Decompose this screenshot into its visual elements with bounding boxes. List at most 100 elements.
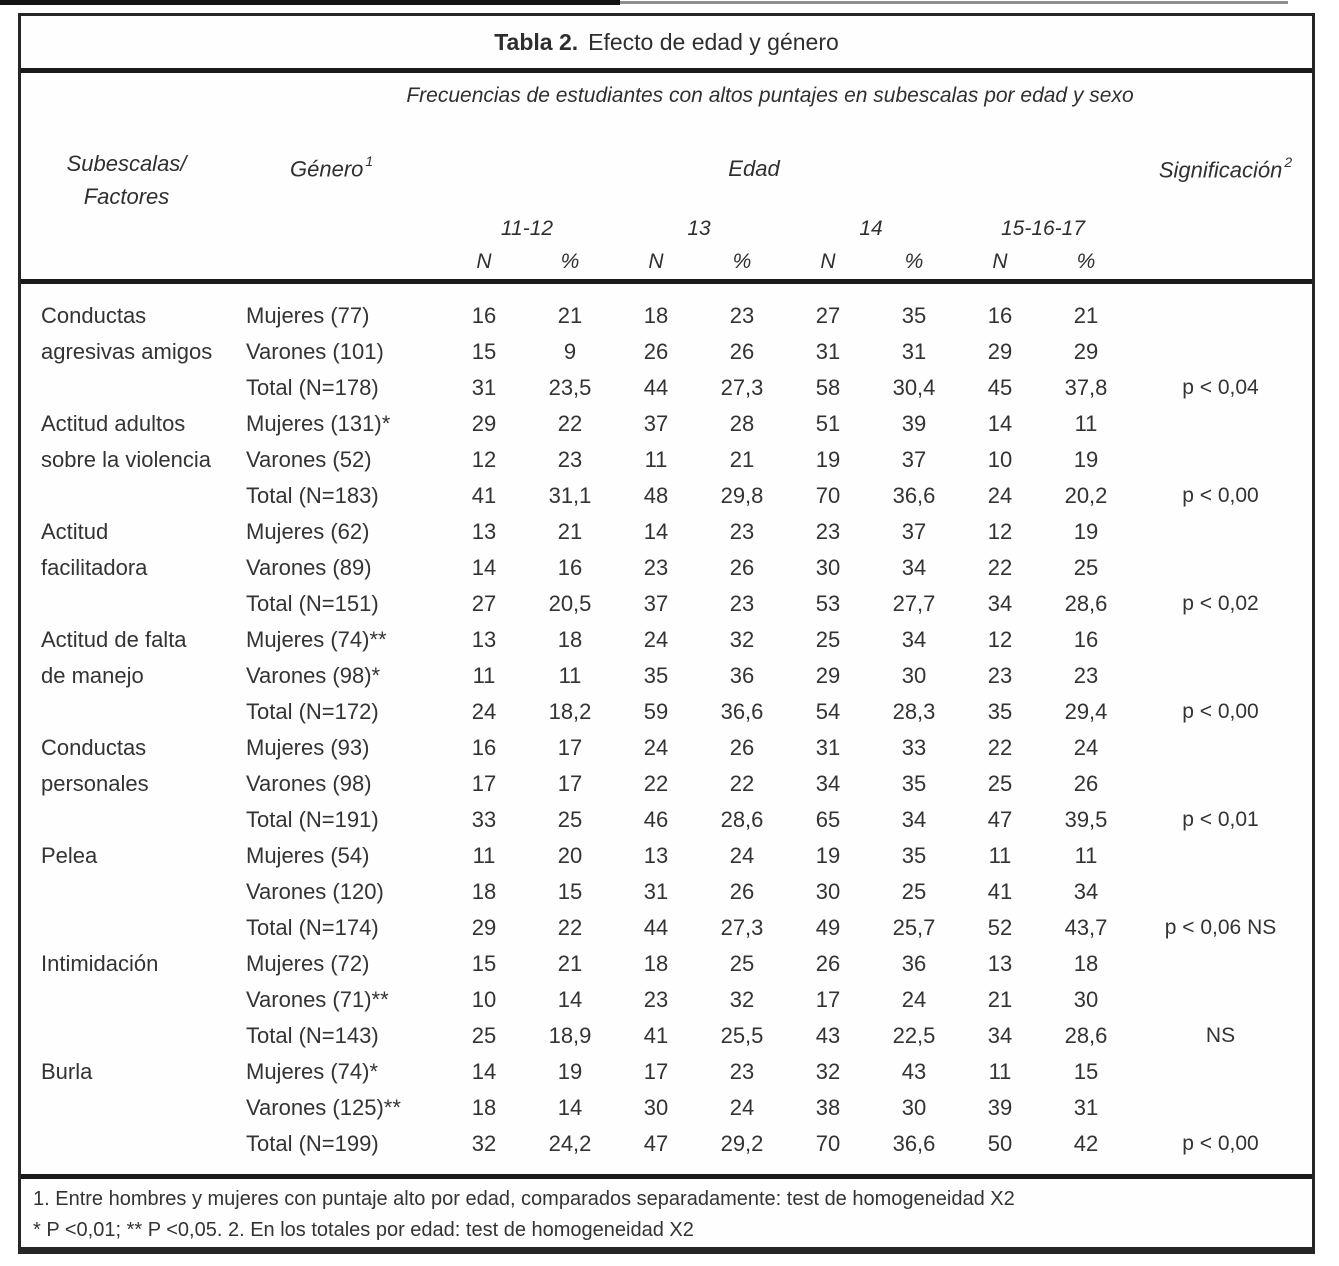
value-cell: 22 (987, 735, 1013, 760)
significance-cell (1129, 334, 1312, 370)
value-cell: 43 (901, 1059, 927, 1084)
value-cell: 11 (988, 843, 1012, 868)
table-row: Total (N=172) 24 18,2 59 36,6 54 28,3 35 29,4 p <… (21, 694, 1312, 730)
value-cell: 30 (815, 555, 841, 580)
significance-cell: p < 0,01 (1182, 808, 1259, 831)
table-row: Varones (120) 18 15 31 26 30 25 41 34 (21, 874, 1312, 910)
n-column-header: N (992, 250, 1008, 273)
value-cell: 22,5 (892, 1023, 936, 1048)
column-header-gender-label: Género (290, 156, 364, 182)
age-group-label: 15-16-17 (1000, 217, 1086, 240)
value-cell: 39 (987, 1095, 1013, 1120)
table-row: Pelea Mujeres (54) 11 20 13 24 19 35 11 11 (21, 838, 1312, 874)
value-cell: 30 (901, 1095, 927, 1120)
value-cell: 26 (1073, 771, 1099, 796)
significance-cell: p < 0,00 (1182, 1132, 1259, 1155)
value-cell: 35 (901, 843, 927, 868)
significance-cell (1129, 730, 1312, 766)
value-cell: 48 (643, 483, 669, 508)
value-cell: 35 (901, 771, 927, 796)
value-cell: 25 (901, 879, 927, 904)
table-row: Actitud Mujeres (62) 13 21 14 23 23 37 12 19 (21, 514, 1312, 550)
value-cell: 13 (471, 627, 497, 652)
footnote-2: * P <0,01; ** P <0,05. 2. En los totales… (33, 1219, 694, 1241)
value-cell: 20,2 (1064, 483, 1108, 508)
value-cell: 19 (815, 843, 841, 868)
value-cell: 24 (987, 483, 1013, 508)
value-cell: 17 (471, 771, 497, 796)
value-cell: 25,7 (892, 915, 936, 940)
value-cell: 26 (815, 951, 841, 976)
value-cell: 15 (1073, 1059, 1099, 1084)
significance-cell (1129, 406, 1312, 442)
table-row: Total (N=191) 33 25 46 28,6 65 34 47 39,5 p < 0,0… (21, 802, 1312, 838)
value-cell: 36,6 (892, 1131, 936, 1156)
value-cell: 24 (643, 735, 669, 760)
value-cell: 33 (901, 735, 927, 760)
value-cell: 30 (815, 879, 841, 904)
value-cell: 23 (643, 987, 669, 1012)
value-cell: 23 (729, 519, 755, 544)
value-cell: 36,6 (892, 483, 936, 508)
factor-cell: facilitadora (41, 555, 148, 580)
significance-footnote-marker: 2 (1284, 154, 1293, 170)
value-cell: 20,5 (548, 591, 592, 616)
value-cell: 29 (471, 411, 497, 436)
value-cell: 21 (987, 987, 1013, 1012)
value-cell: 19 (1073, 519, 1099, 544)
value-cell: 11 (1074, 843, 1098, 868)
value-cell: 37 (643, 411, 669, 436)
table-row: facilitadora Varones (89) 14 16 23 26 30 34 22 25 (21, 550, 1312, 586)
value-cell: 41 (471, 483, 497, 508)
gender-cell: Mujeres (72) (246, 951, 370, 976)
value-cell: 12 (987, 519, 1013, 544)
value-cell: 46 (643, 807, 669, 832)
value-cell: 34 (901, 627, 927, 652)
value-cell: 21 (557, 303, 583, 328)
age-group-label: 13 (687, 217, 711, 240)
value-cell: 11 (644, 447, 668, 472)
value-cell: 19 (1073, 447, 1099, 472)
gender-cell: Total (N=178) (246, 375, 379, 400)
factor-cell: agresivas amigos (41, 339, 213, 364)
value-cell: 34 (901, 555, 927, 580)
value-cell: 24 (643, 627, 669, 652)
factor-cell: Actitud de falta (41, 627, 187, 652)
value-cell: 27,3 (720, 375, 764, 400)
table-row: Burla Mujeres (74)* 14 19 17 23 32 43 11 15 (21, 1054, 1312, 1090)
factor-cell (21, 1090, 226, 1126)
column-header-age: Edad (728, 156, 780, 181)
value-cell: 31 (471, 375, 497, 400)
column-header-factors-line1: Subescalas/ (66, 151, 187, 176)
significance-cell: p < 0,00 (1182, 484, 1259, 507)
value-cell: 18 (1073, 951, 1099, 976)
factor-cell (21, 802, 226, 838)
scan-artifact-bar-light (620, 1, 1288, 4)
table-subtitle: Frecuencias de estudiantes con altos pun… (406, 84, 1134, 107)
value-cell: 35 (987, 699, 1013, 724)
value-cell: 53 (815, 591, 841, 616)
gender-cell: Varones (52) (246, 447, 372, 472)
value-cell: 31 (643, 879, 669, 904)
value-cell: 15 (471, 339, 497, 364)
significance-cell (1129, 658, 1312, 694)
value-cell: 23,5 (548, 375, 592, 400)
significance-cell (1129, 838, 1312, 874)
column-header-factors-line2: Factores (83, 184, 170, 209)
gender-cell: Mujeres (93) (246, 735, 370, 760)
value-cell: 28 (729, 411, 755, 436)
table-row: sobre la violencia Varones (52) 12 23 11 21 19… (21, 442, 1312, 478)
gender-cell: Varones (71)** (246, 987, 389, 1012)
value-cell: 36,6 (720, 699, 764, 724)
gender-cell: Varones (89) (246, 555, 372, 580)
value-cell: 33 (471, 807, 497, 832)
table-row: Conductas Mujeres (93) 16 17 24 26 31 33 22 24 (21, 730, 1312, 766)
table-title-text: Efecto de edad y género (588, 29, 839, 55)
value-cell: 28,6 (720, 807, 764, 832)
value-cell: 39 (901, 411, 927, 436)
factor-cell: sobre la violencia (41, 447, 211, 472)
value-cell: 13 (643, 843, 669, 868)
value-cell: 23 (729, 591, 755, 616)
factor-cell: Conductas (41, 735, 147, 760)
table-row: Varones (71)** 10 14 23 32 17 24 21 30 (21, 982, 1312, 1018)
